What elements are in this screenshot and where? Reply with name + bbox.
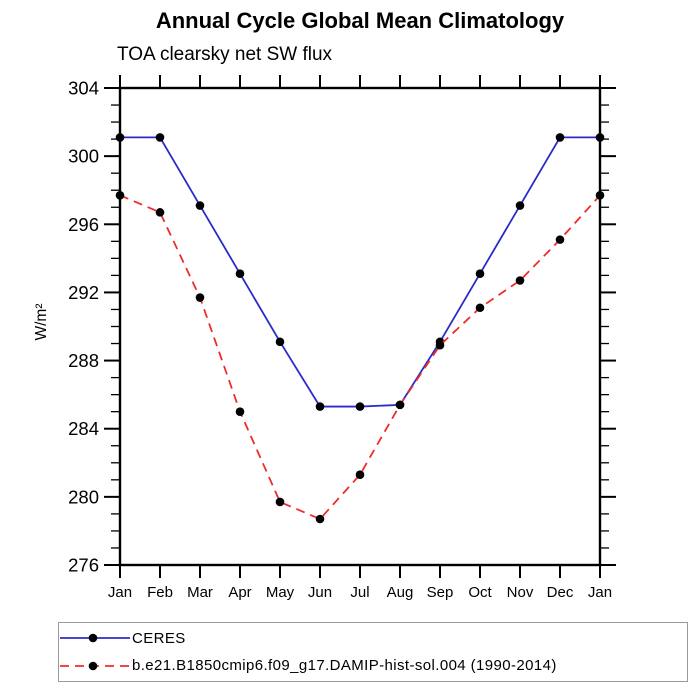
data-point (595, 191, 605, 200)
x-tick-label: Sep (427, 584, 454, 601)
y-tick-label: 280 (68, 486, 99, 507)
x-axis-labels: Jan Feb Mar Apr May Jun Jul Aug Sep Oct Nov Dec Jan (108, 584, 612, 601)
x-tick-label: Nov (507, 584, 534, 601)
x-tick-label: Dec (547, 584, 574, 601)
legend-line-sample (60, 634, 130, 643)
x-tick-label: Aug (387, 584, 414, 601)
data-point (275, 337, 285, 347)
data-point (275, 497, 285, 507)
data-point (595, 133, 605, 142)
data-point (195, 201, 205, 210)
y-tick-label: 296 (68, 214, 99, 235)
data-point (235, 269, 245, 278)
y-tick-label: 288 (68, 350, 99, 371)
x-tick-label: Oct (468, 584, 492, 601)
data-point (435, 340, 445, 350)
x-tick-label: Feb (147, 584, 173, 601)
legend-label: b.e21.B1850cmip6.f09_g17.DAMIP-hist-sol.… (132, 657, 557, 675)
data-point (115, 191, 125, 200)
data-point (235, 407, 245, 416)
y-tick-label: 276 (68, 555, 99, 576)
x-tick-label: Mar (187, 584, 213, 601)
y-axis-title: W/m² (33, 303, 50, 340)
data-point (395, 400, 405, 410)
data-point (155, 208, 165, 217)
data-point (475, 269, 485, 278)
legend-line-sample (60, 661, 130, 670)
data-point (195, 293, 205, 302)
y-tick-label: 304 (68, 78, 99, 99)
y-tick-label: 284 (68, 418, 99, 439)
data-point (555, 133, 565, 142)
data-point (355, 470, 365, 480)
data-point (515, 276, 525, 285)
x-tick-label: Jan (108, 584, 132, 601)
x-tick-label: Jun (308, 584, 332, 601)
legend-item: CERES (59, 626, 687, 650)
y-tick-label: 300 (68, 146, 99, 167)
y-tick-label: 292 (68, 282, 99, 303)
x-tick-label: May (266, 584, 295, 601)
x-tick-label: Jul (350, 584, 369, 601)
legend-label: CERES (132, 629, 186, 647)
data-point (115, 133, 125, 142)
data-point (155, 133, 165, 142)
y-axis-labels: 304 300 296 292 288 284 280 276 (68, 78, 99, 576)
data-point (555, 235, 565, 244)
data-point (315, 514, 325, 524)
legend-sample-marker (88, 661, 98, 670)
plot-frame (118, 86, 602, 567)
data-point (475, 303, 485, 313)
legend-item: b.e21.B1850cmip6.f09_g17.DAMIP-hist-sol.… (59, 654, 687, 678)
chart-title: Annual Cycle Global Mean Climatology (155, 8, 565, 33)
data-point (355, 402, 365, 411)
y-axis-ticks (104, 87, 616, 566)
data-point (315, 402, 325, 411)
legend: CERES b.e21.B1850cmip6.f09_g17.DAMIP-his… (58, 622, 688, 682)
data-point (515, 201, 525, 210)
legend-sample-marker (88, 634, 98, 643)
x-tick-label: Apr (228, 584, 251, 601)
series-markers-1 (115, 191, 605, 524)
chart-subtitle: TOA clearsky net SW flux (117, 44, 333, 65)
x-tick-label: Jan (588, 584, 612, 601)
x-axis-ticks (119, 75, 601, 578)
